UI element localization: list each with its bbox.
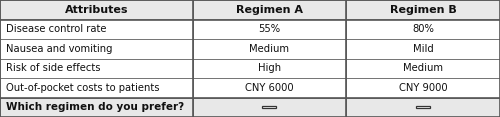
Bar: [192, 20, 346, 39]
Text: CNY 6000: CNY 6000: [245, 83, 294, 93]
Bar: [346, 39, 500, 58]
Bar: [192, 39, 346, 58]
Bar: [0, 97, 192, 117]
Bar: [0, 0, 192, 20]
Bar: [192, 0, 346, 20]
Bar: [346, 58, 500, 78]
Text: Attributes: Attributes: [64, 5, 128, 15]
Text: Risk of side effects: Risk of side effects: [6, 63, 100, 73]
Text: CNY 9000: CNY 9000: [398, 83, 448, 93]
Bar: [192, 97, 346, 117]
Text: Nausea and vomiting: Nausea and vomiting: [6, 44, 112, 54]
Bar: [346, 0, 500, 20]
Text: Mild: Mild: [412, 44, 434, 54]
Bar: [346, 78, 500, 97]
Text: Disease control rate: Disease control rate: [6, 24, 106, 34]
Text: Medium: Medium: [249, 44, 289, 54]
Bar: [416, 106, 430, 108]
Bar: [0, 20, 192, 39]
Bar: [192, 58, 346, 78]
Bar: [0, 39, 192, 58]
Text: Regimen A: Regimen A: [236, 5, 303, 15]
Bar: [0, 78, 192, 97]
Text: Regimen B: Regimen B: [390, 5, 456, 15]
Text: 55%: 55%: [258, 24, 280, 34]
Bar: [346, 97, 500, 117]
Text: 80%: 80%: [412, 24, 434, 34]
Text: Out-of-pocket costs to patients: Out-of-pocket costs to patients: [6, 83, 160, 93]
Bar: [346, 20, 500, 39]
Bar: [0, 58, 192, 78]
Text: Medium: Medium: [403, 63, 443, 73]
Text: High: High: [258, 63, 281, 73]
Bar: [192, 78, 346, 97]
Bar: [262, 106, 276, 108]
Text: Which regimen do you prefer?: Which regimen do you prefer?: [6, 102, 184, 112]
